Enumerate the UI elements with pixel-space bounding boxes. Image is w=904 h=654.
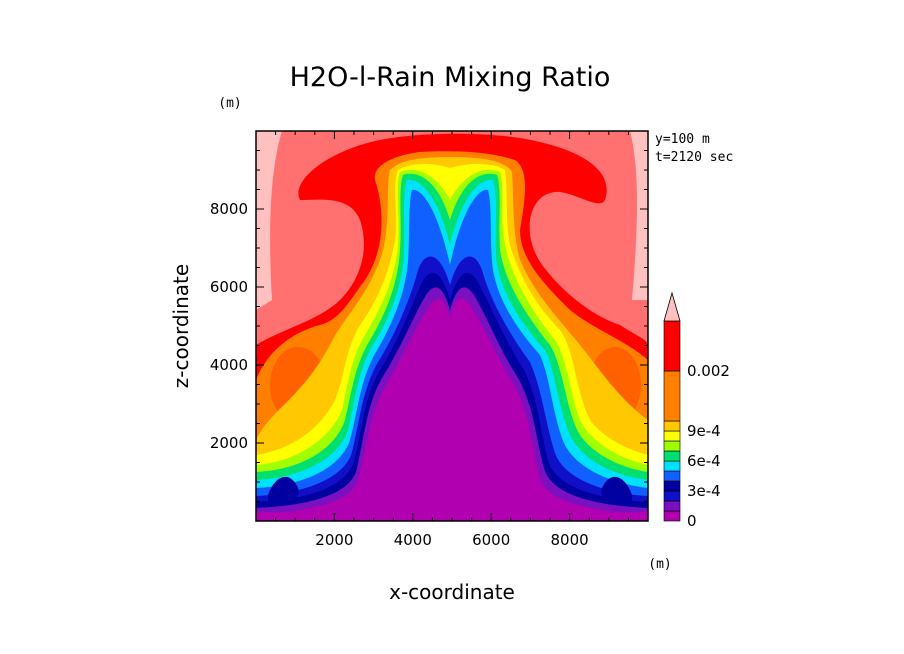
x-axis-title: x-coordinate xyxy=(389,580,515,604)
colorbar-label: 3e-4 xyxy=(687,482,721,500)
annotation-y: y=100 m xyxy=(655,132,710,147)
y-tick-label: 6000 xyxy=(210,278,248,296)
y-axis-title: z-coordinate xyxy=(169,264,193,388)
colorbar-label: 6e-4 xyxy=(687,452,721,470)
contour-navy-bump-right xyxy=(601,476,632,505)
colorbar-label: 9e-4 xyxy=(687,422,721,440)
contour-field xyxy=(256,131,648,521)
contour-light-pink-right xyxy=(630,131,648,300)
colorbar-segment xyxy=(663,430,681,442)
colorbar-segment xyxy=(663,480,681,492)
colorbar-segment xyxy=(663,460,681,472)
colorbar-label: 0 xyxy=(687,512,697,530)
x-tick-label: 6000 xyxy=(472,531,510,549)
x-tick-label: 8000 xyxy=(551,531,589,549)
chart-title: H2O-l-Rain Mixing Ratio xyxy=(290,62,611,93)
x-tick-label: 4000 xyxy=(394,531,432,549)
axes: 2000 4000 6000 8000 2000 4000 6000 8000 xyxy=(210,131,648,549)
colorbar-segment xyxy=(663,440,681,452)
colorbar-segment xyxy=(663,490,681,502)
colorbar-extend-triangle xyxy=(663,291,681,322)
y-tick-label: 8000 xyxy=(210,200,248,218)
colorbar-segment xyxy=(663,500,681,512)
colorbar-segment xyxy=(663,370,681,422)
colorbar: 0 3e-4 6e-4 9e-4 0.002 xyxy=(663,291,730,530)
x-tick-label: 2000 xyxy=(315,531,353,549)
contour-magenta-core xyxy=(256,298,648,521)
annotation-t: t=2120 sec xyxy=(655,150,733,165)
y-tick-label: 2000 xyxy=(210,434,248,452)
contour-navy-bump-left xyxy=(268,476,299,505)
colorbar-segment xyxy=(663,470,681,482)
x-unit-label: (m) xyxy=(648,557,671,572)
colorbar-segment xyxy=(663,450,681,462)
colorbar-segment xyxy=(663,420,681,432)
colorbar-label: 0.002 xyxy=(687,362,730,380)
y-tick-label: 4000 xyxy=(210,356,248,374)
y-unit-label: (m) xyxy=(218,96,241,111)
contour-light-pink-left xyxy=(256,131,282,310)
colorbar-segment xyxy=(663,510,681,522)
colorbar-segment xyxy=(663,320,681,372)
